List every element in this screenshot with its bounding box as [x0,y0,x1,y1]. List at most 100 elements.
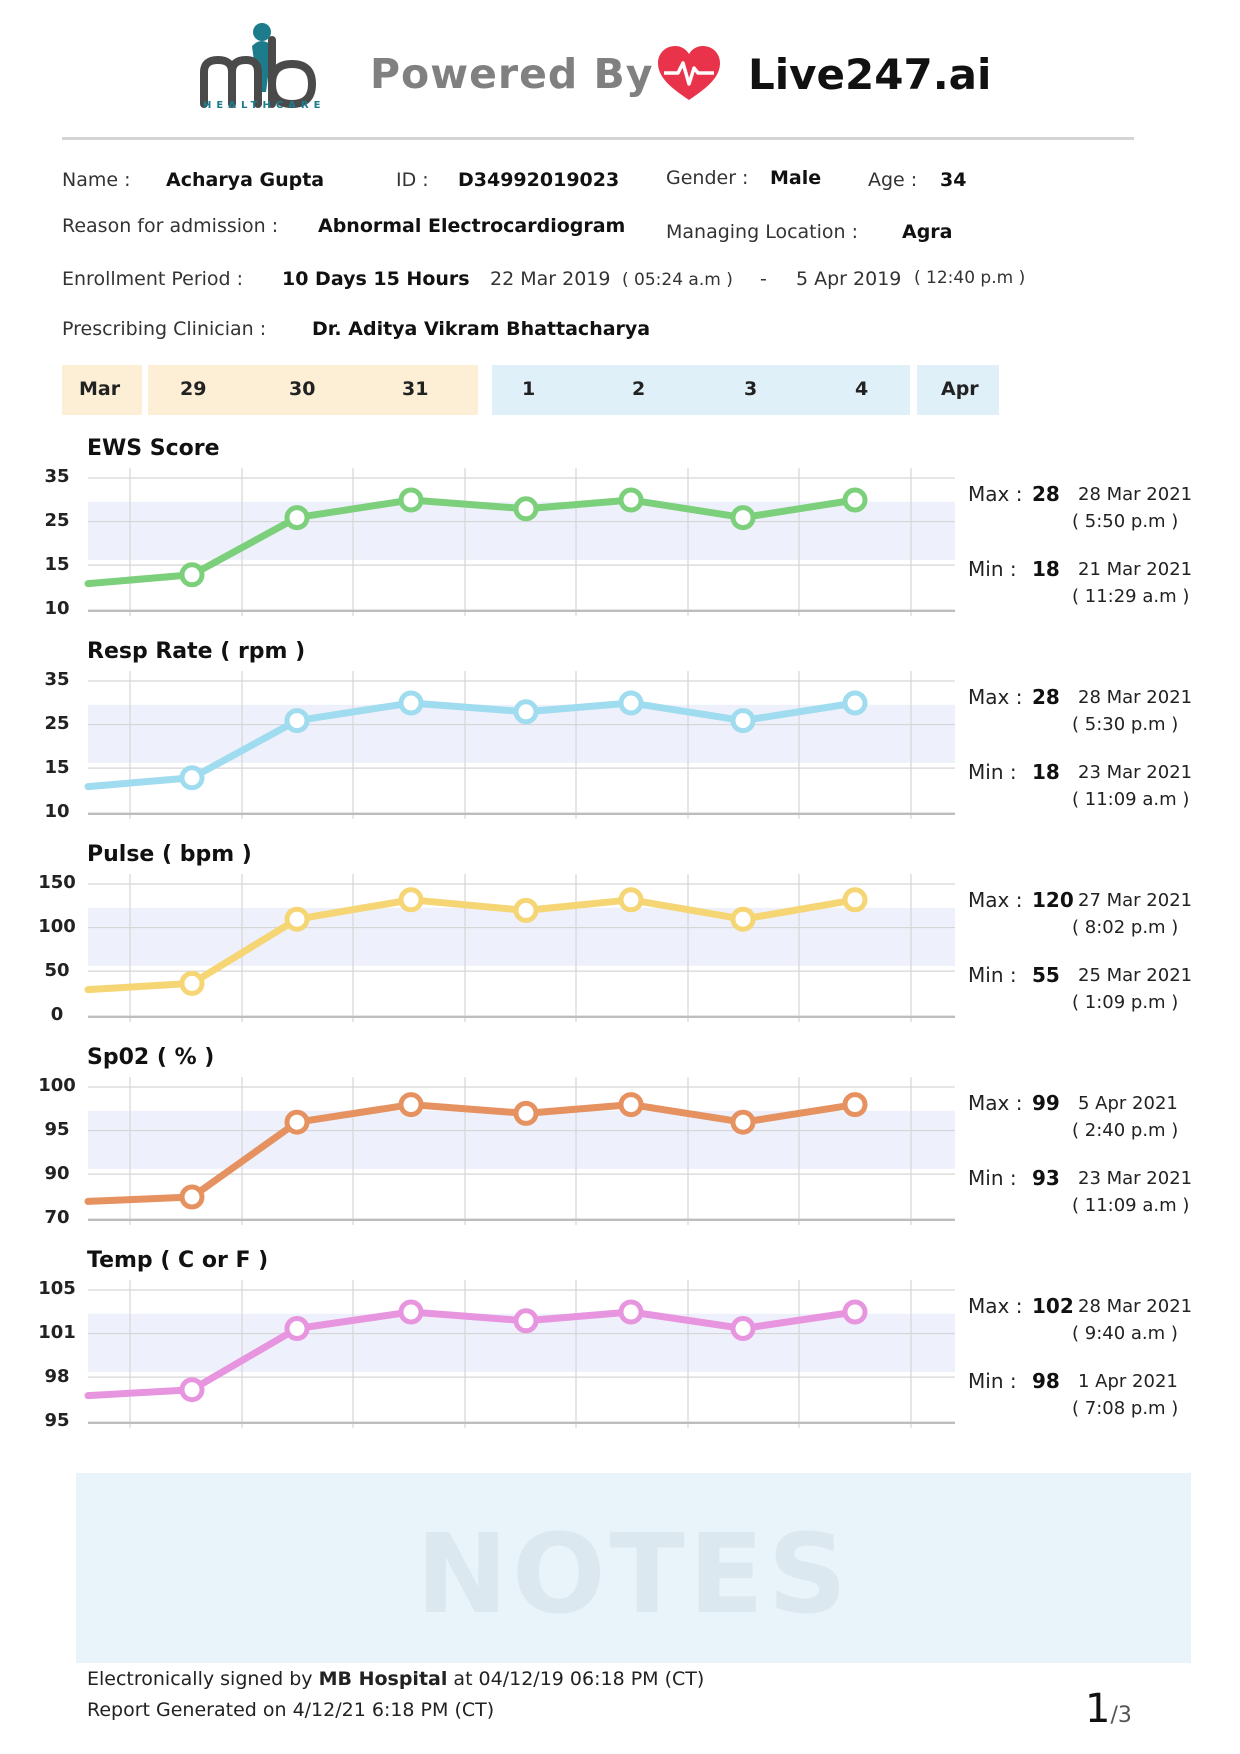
notes-panel[interactable] [76,1473,1191,1663]
enrollment-start-time: ( 05:24 a.m ) [622,270,733,290]
notes-watermark: NOTES [416,1510,851,1638]
max-date: 28 Mar 2021 [1078,687,1193,708]
data-point [513,496,539,522]
admission-reason: Abnormal Electrocardiogram [318,215,626,237]
y-tick-label: 15 [44,554,70,575]
max-label: Max : [968,685,1023,709]
data-point [284,708,310,734]
chart-title: EWS Score [87,436,220,461]
patient-name: Acharya Gupta [166,169,325,191]
min-date: 21 Mar 2021 [1078,559,1193,580]
strip-divider [142,365,148,415]
series-line [84,1101,859,1205]
data-point [730,505,756,531]
data-point [179,1184,205,1210]
page-indicator: 1/3 [1085,1686,1132,1732]
data-point [398,1299,424,1325]
data-point [398,487,424,513]
prescribing-clinician: Dr. Aditya Vikram Bhattacharya [312,318,651,340]
max-label: Max : [968,888,1023,912]
page-total: /3 [1110,1703,1132,1728]
y-tick-label: 15 [44,757,70,778]
powered-by-text: Powered By [370,50,654,98]
april-label-band [917,365,999,415]
mb-healthcare-logo [200,23,317,109]
min-date: 23 Mar 2021 [1078,1168,1193,1189]
enrollment-dash: - [760,268,767,290]
data-point [179,562,205,588]
managing-location: Agra [902,221,953,243]
max-time: ( 8:02 p.m ) [1072,917,1179,938]
min-label: Min : [968,1166,1017,1190]
min-time: ( 7:08 p.m ) [1072,1398,1179,1419]
data-point [513,1100,539,1126]
data-point [618,887,644,913]
data-point [284,1316,310,1341]
location-label: Managing Location : [666,221,859,243]
min-time: ( 11:09 a.m ) [1072,789,1190,810]
data-point [618,487,644,513]
y-tick-label: 90 [44,1163,70,1184]
brand-name: Live247.ai [748,50,992,99]
max-value: 120 [1032,888,1074,912]
data-point [179,1377,205,1403]
enrollment-end-date: 5 Apr 2019 [796,268,902,290]
max-time: ( 5:30 p.m ) [1072,714,1179,735]
max-time: ( 5:50 p.m ) [1072,511,1179,532]
min-label: Min : [968,1369,1017,1393]
day-label: 29 [180,378,207,400]
patient-id: D34992019023 [458,169,620,191]
day-label: 1 [522,378,536,400]
enrollment-start-date: 22 Mar 2019 [490,268,611,290]
y-tick-label: 25 [44,510,70,531]
data-point [730,1316,756,1341]
signed-prefix: Electronically signed by [87,1668,313,1690]
signed-by: MB Hospital [318,1668,448,1690]
max-date: 5 Apr 2021 [1078,1093,1178,1114]
max-date: 28 Mar 2021 [1078,484,1193,505]
y-tick-label: 50 [44,960,70,981]
y-tick-label: 100 [38,916,76,937]
signature-line: Electronically signed by MB Hospital at … [87,1668,704,1690]
logo-subtitle: HEALTHCARE [203,100,326,111]
patient-gender: Male [770,167,822,189]
min-value: 93 [1032,1166,1060,1190]
y-tick-label: 35 [44,466,70,487]
signed-suffix: at 04/12/19 06:18 PM (CT) [453,1668,705,1690]
min-date: 1 Apr 2021 [1078,1371,1178,1392]
series-line [84,496,859,588]
data-point [179,970,205,996]
y-tick-label: 70 [44,1207,70,1228]
min-date: 25 Mar 2021 [1078,965,1193,986]
y-tick-label: 150 [38,872,76,893]
data-point [842,1299,868,1325]
day-label: 30 [289,378,316,400]
series-line [84,699,859,791]
y-tick-label: 95 [44,1410,70,1431]
day-label: 4 [855,378,869,400]
april-date-band [492,365,910,415]
data-point [513,1308,539,1334]
y-tick-label: 10 [44,801,70,822]
header-divider [62,137,1134,140]
vital-charts [84,468,955,1428]
max-label: Max : [968,1091,1023,1115]
min-time: ( 11:09 a.m ) [1072,1195,1190,1216]
day-label: 2 [632,378,646,400]
series-line [84,896,859,994]
data-point [730,1109,756,1135]
data-point [842,487,868,513]
max-label: Max : [968,1294,1023,1318]
data-point [513,897,539,923]
max-value: 99 [1032,1091,1060,1115]
enrollment-label: Enrollment Period : [62,268,244,290]
month-label-apr: Apr [941,378,979,400]
data-point [179,765,205,791]
min-value: 55 [1032,963,1060,987]
id-label: ID : [396,169,429,191]
min-value: 98 [1032,1369,1060,1393]
data-point [730,906,756,932]
y-tick-label: 98 [44,1366,70,1387]
max-value: 28 [1032,482,1060,506]
data-point [284,505,310,531]
